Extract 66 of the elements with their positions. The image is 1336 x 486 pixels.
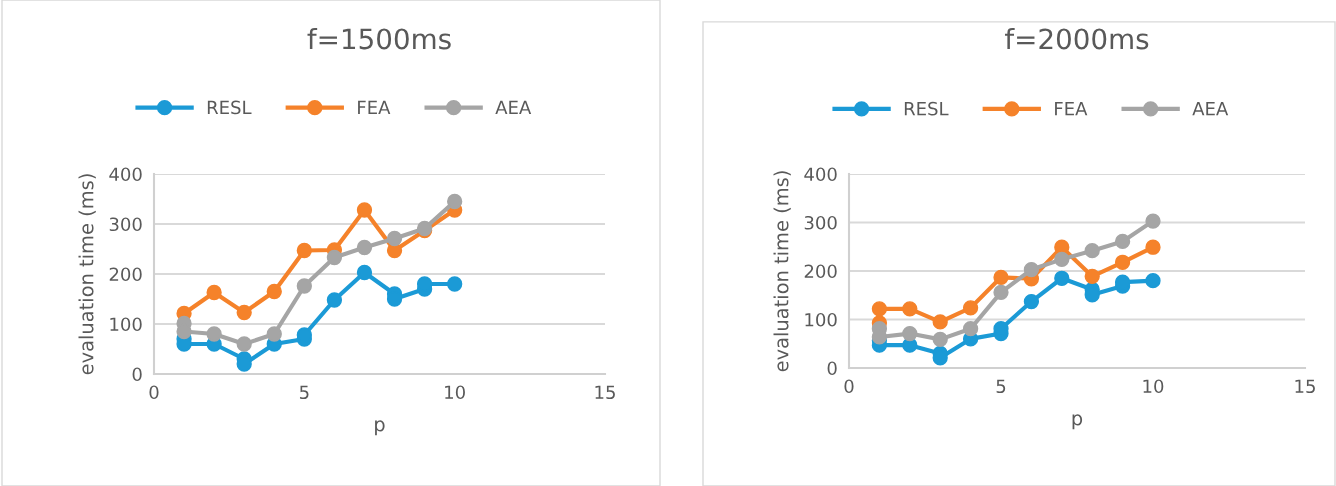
point [932, 314, 948, 330]
point [962, 300, 979, 316]
point [356, 202, 373, 218]
x-axis-title: p [375, 420, 385, 436]
y-tick-label: 200 [109, 267, 142, 282]
point [356, 264, 373, 281]
point [871, 301, 888, 317]
chart-title: f=2000ms [1005, 27, 1149, 50]
point [1054, 251, 1070, 267]
legend-label: RESL [207, 100, 252, 115]
y-axis-title: evaluation time (ms) [78, 174, 96, 375]
y-tick-label: 400 [109, 167, 142, 182]
point [447, 276, 463, 292]
point [993, 269, 1009, 285]
point [902, 301, 918, 317]
point [266, 283, 282, 300]
x-tick-label: 10 [445, 385, 465, 400]
point [932, 331, 948, 348]
y-tick-label: 200 [804, 264, 837, 279]
y-tick-label: 100 [805, 312, 837, 327]
legend-label: FEA [1055, 102, 1088, 116]
x-tick-label: 0 [149, 385, 159, 400]
legend-label: FEA [358, 100, 391, 114]
point [447, 193, 463, 210]
point [236, 336, 252, 352]
point [236, 304, 252, 321]
x-axis-title: p [1072, 414, 1083, 430]
y-tick-label: 0 [827, 361, 837, 376]
y-tick-label: 100 [110, 317, 142, 332]
x-tick-label: 0 [844, 379, 854, 394]
point [1023, 261, 1040, 278]
point [296, 278, 312, 294]
chart-title: f=1500ms [307, 27, 451, 50]
point [1023, 293, 1040, 310]
y-tick-label: 300 [804, 215, 837, 230]
y-axis-title: evaluation time (ms) [773, 171, 791, 372]
point [206, 326, 222, 342]
y-tick-label: 0 [132, 367, 142, 382]
legend-label: AEA [1192, 102, 1229, 116]
point [296, 242, 312, 259]
point [1114, 254, 1131, 270]
point [206, 284, 222, 301]
point [1054, 270, 1070, 286]
point [1084, 242, 1100, 259]
x-tick-label: 5 [299, 385, 309, 400]
point [1114, 233, 1131, 250]
point [1145, 239, 1161, 255]
point [1145, 213, 1161, 229]
point [326, 249, 343, 266]
point [962, 321, 979, 337]
point [386, 230, 403, 247]
legend-label: RESL [904, 101, 949, 116]
point [993, 284, 1009, 300]
y-tick-label: 400 [804, 167, 837, 182]
x-tick-label: 15 [595, 385, 615, 400]
point [326, 292, 343, 308]
point [1084, 268, 1100, 284]
point [266, 326, 282, 342]
point [356, 239, 373, 256]
y-tick-label: 300 [109, 217, 142, 232]
x-tick-label: 10 [1143, 379, 1164, 394]
x-tick-label: 5 [996, 379, 1006, 394]
point [1145, 273, 1161, 289]
x-tick-label: 15 [1295, 379, 1315, 394]
point [902, 325, 918, 342]
legend-label: AEA [495, 100, 532, 114]
